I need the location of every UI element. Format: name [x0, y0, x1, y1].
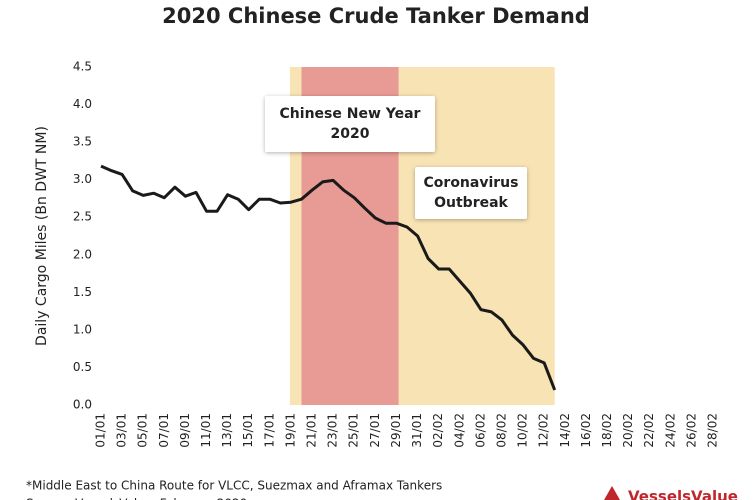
y-axis-label: Daily Cargo Miles (Bn DWT NM): [34, 126, 50, 346]
x-tick-label: 03/01: [115, 413, 129, 448]
y-tick-label: 3.0: [73, 172, 92, 186]
y-tick-label: 0.0: [73, 398, 92, 412]
logo-icon: [604, 486, 620, 500]
annotation-text: Chinese New Year: [280, 106, 421, 122]
x-tick-label: 27/01: [368, 413, 382, 448]
y-tick-label: 2.0: [73, 247, 92, 261]
footnote: Source: VesselsValue, February 2020: [26, 497, 247, 500]
logo: VesselsValue: [628, 488, 738, 500]
annotation-text: Outbreak: [434, 195, 508, 211]
x-tick-label: 01/01: [94, 413, 108, 448]
chart-title: 2020 Chinese Crude Tanker Demand: [162, 4, 590, 28]
x-tick-label: 20/02: [621, 413, 635, 448]
y-tick-label: 1.5: [73, 285, 92, 299]
x-tick-label: 07/01: [157, 413, 171, 448]
x-tick-label: 13/01: [220, 413, 234, 448]
x-tick-label: 14/02: [558, 413, 572, 448]
x-tick-label: 02/02: [431, 413, 445, 448]
y-tick-label: 4.5: [73, 60, 92, 74]
y-tick-label: 3.5: [73, 135, 92, 149]
x-tick-label: 29/01: [389, 413, 403, 448]
x-tick-label: 19/01: [283, 413, 297, 448]
x-tick-label: 09/01: [178, 413, 192, 448]
x-tick-label: 26/02: [684, 413, 698, 448]
y-tick-label: 4.0: [73, 97, 92, 111]
annotation-box: [265, 96, 435, 152]
x-tick-label: 28/02: [706, 413, 720, 448]
annotation-box: [415, 167, 527, 219]
x-tick-label: 05/01: [136, 413, 150, 448]
x-tick-label: 21/01: [305, 413, 319, 448]
x-tick-label: 08/02: [494, 413, 508, 448]
x-tick-label: 31/01: [410, 413, 424, 448]
x-tick-label: 24/02: [663, 413, 677, 448]
x-tick-label: 25/01: [347, 413, 361, 448]
annotation-text: Coronavirus: [424, 175, 519, 191]
data-line: [100, 164, 557, 391]
y-tick-label: 0.5: [73, 360, 92, 374]
x-tick-label: 18/02: [600, 413, 614, 448]
y-tick-label: 2.5: [73, 210, 92, 224]
x-tick-label: 11/01: [199, 413, 213, 448]
x-tick-label: 10/02: [516, 413, 530, 448]
y-tick-label: 1.0: [73, 322, 92, 336]
x-tick-label: 15/01: [241, 413, 255, 448]
x-tick-label: 17/01: [262, 413, 276, 448]
footnote: *Middle East to China Route for VLCC, Su…: [26, 479, 442, 493]
x-tick-label: 23/01: [326, 413, 340, 448]
annotation-text: 2020: [331, 126, 370, 142]
x-tick-label: 06/02: [473, 413, 487, 448]
x-tick-label: 22/02: [642, 413, 656, 448]
x-tick-label: 04/02: [452, 413, 466, 448]
x-tick-label: 12/02: [537, 413, 551, 448]
x-tick-label: 16/02: [579, 413, 593, 448]
